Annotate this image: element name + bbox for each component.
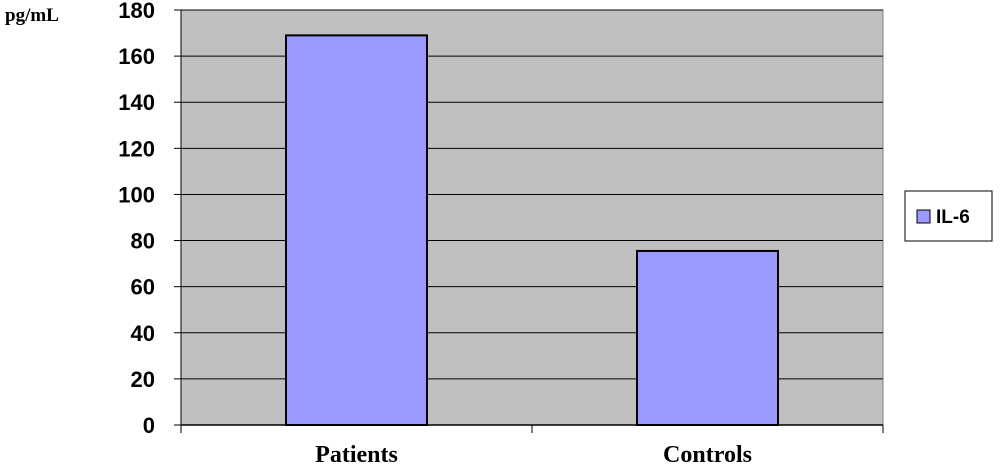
y-tick-label: 120 [118, 136, 155, 161]
bar-controls [636, 249, 779, 426]
y-tick-label: 0 [143, 413, 155, 438]
axes [174, 9, 884, 433]
y-tick-label: 100 [118, 182, 155, 207]
y-tick-label: 180 [118, 0, 155, 23]
y-tick-label: 80 [131, 229, 155, 254]
y-tick-labels: 0 20 40 60 80 100 120 140 160 180 [118, 0, 155, 438]
y-tick-label: 160 [118, 44, 155, 69]
y-axis-unit-label: pg/mL [5, 5, 59, 26]
legend: IL-6 [904, 190, 993, 242]
legend-swatch-il6 [916, 209, 931, 224]
y-tick-label: 140 [118, 90, 155, 115]
x-category-label: Controls [663, 442, 752, 464]
legend-label-il6: IL-6 [936, 207, 970, 228]
x-category-label: Patients [315, 442, 398, 464]
y-tick-label: 40 [131, 321, 155, 346]
y-tick-label: 20 [131, 367, 155, 392]
y-tick-label: 60 [131, 275, 155, 300]
x-category-labels: Patients Controls [315, 442, 752, 464]
bar-patients [285, 34, 428, 426]
